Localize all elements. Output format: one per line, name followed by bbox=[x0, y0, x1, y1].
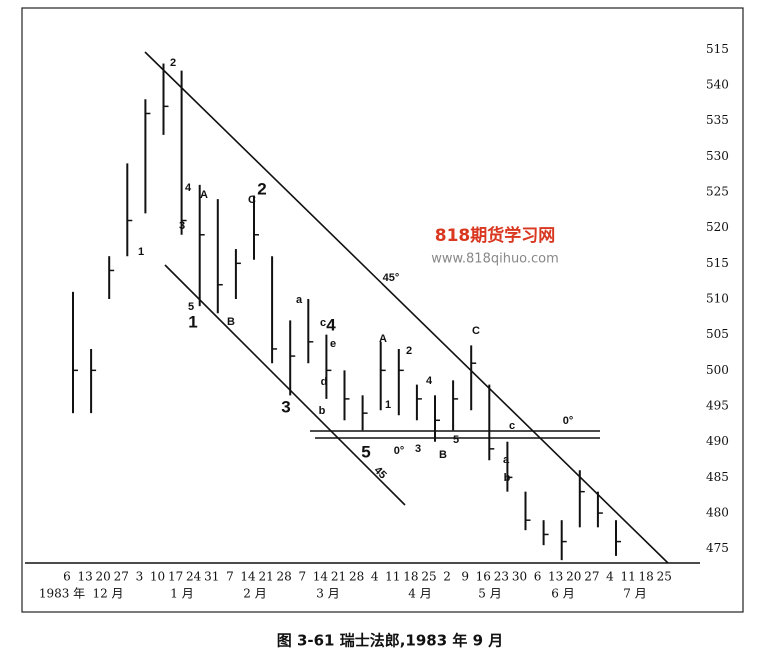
y-tick-label: 540 bbox=[706, 77, 729, 91]
x-tick-label: 31 bbox=[204, 570, 219, 584]
wave-label: 2 bbox=[406, 345, 412, 357]
wave-label: a bbox=[296, 294, 303, 306]
x-tick-label: 13 bbox=[77, 570, 92, 584]
x-tick-label: 27 bbox=[114, 570, 129, 584]
wave-label: c bbox=[320, 317, 326, 329]
x-tick-label: 20 bbox=[96, 570, 111, 584]
month-label: 2 月 bbox=[243, 587, 266, 601]
wave-label: C bbox=[248, 194, 256, 206]
wave-label: e bbox=[330, 338, 336, 350]
x-tick-label: 17 bbox=[168, 570, 183, 584]
wave-label: 4 bbox=[185, 182, 192, 194]
x-tick-label: 4 bbox=[606, 570, 614, 584]
month-label: 4 月 bbox=[408, 587, 431, 601]
wave-label: A bbox=[200, 189, 208, 201]
x-tick-label: 21 bbox=[258, 570, 273, 584]
x-tick-label: 2 bbox=[443, 570, 451, 584]
watermark: 818期货学习网 bbox=[435, 225, 556, 246]
wave-label: 1 bbox=[188, 312, 197, 331]
wave-label: 3 bbox=[415, 443, 421, 455]
y-tick-label: 480 bbox=[706, 506, 729, 520]
y-tick-label: 510 bbox=[706, 292, 729, 306]
wave-label: b bbox=[504, 472, 511, 484]
x-tick-label: 25 bbox=[657, 570, 672, 584]
x-tick-label: 28 bbox=[349, 570, 364, 584]
y-tick-label: 525 bbox=[706, 184, 729, 198]
month-label: 3 月 bbox=[316, 587, 339, 601]
wave-label: 5 bbox=[188, 301, 194, 313]
wave-label: 5 bbox=[361, 442, 370, 461]
y-tick-label: 490 bbox=[706, 434, 729, 448]
x-tick-label: 14 bbox=[313, 570, 329, 584]
wave-label: 2 bbox=[257, 179, 266, 198]
wave-label: c bbox=[509, 420, 515, 432]
year-label: 1983 年 bbox=[39, 587, 85, 601]
wave-label: 1 bbox=[385, 399, 391, 411]
wave-label: b bbox=[319, 405, 326, 417]
month-label: 7 月 bbox=[623, 587, 646, 601]
wave-label: 3 bbox=[179, 220, 185, 232]
x-tick-label: 14 bbox=[240, 570, 256, 584]
frame bbox=[21, 7, 744, 613]
wave-label: 0° bbox=[394, 445, 405, 457]
y-tick-label: 520 bbox=[706, 220, 729, 234]
x-tick-label: 20 bbox=[566, 570, 581, 584]
x-tick-label: 18 bbox=[403, 570, 418, 584]
trend-line bbox=[144, 51, 669, 564]
x-tick-label: 9 bbox=[461, 570, 469, 584]
wave-label: B bbox=[439, 449, 447, 461]
caption: 图 3-61 瑞士法郎,1983 年 9 月 bbox=[277, 632, 504, 650]
wave-label: 2 bbox=[170, 57, 176, 69]
x-tick-label: 13 bbox=[548, 570, 563, 584]
wave-label: B bbox=[227, 316, 235, 328]
x-tick-label: 16 bbox=[476, 570, 491, 584]
x-tick-label: 7 bbox=[226, 570, 234, 584]
month-label: 1 月 bbox=[170, 587, 193, 601]
wave-label: d bbox=[321, 376, 328, 388]
x-tick-label: 21 bbox=[331, 570, 346, 584]
x-tick-label: 23 bbox=[494, 570, 509, 584]
x-tick-label: 10 bbox=[150, 570, 165, 584]
month-label: 5 月 bbox=[478, 587, 501, 601]
month-label: 6 月 bbox=[551, 587, 574, 601]
x-tick-label: 6 bbox=[534, 570, 542, 584]
x-tick-label: 11 bbox=[385, 570, 400, 584]
wave-label: C bbox=[472, 325, 480, 337]
month-label: 12 月 bbox=[92, 587, 123, 601]
trend-line bbox=[164, 264, 406, 506]
x-tick-label: 27 bbox=[584, 570, 599, 584]
x-tick-label: 3 bbox=[136, 570, 144, 584]
x-tick-label: 25 bbox=[421, 570, 436, 584]
y-tick-label: 535 bbox=[706, 113, 729, 127]
x-tick-label: 24 bbox=[186, 570, 202, 584]
wave-label: 3 bbox=[281, 397, 290, 416]
y-tick-label: 505 bbox=[706, 327, 729, 341]
wave-label: 0° bbox=[563, 415, 574, 427]
y-tick-label: 515 bbox=[706, 256, 729, 270]
y-tick-label: 475 bbox=[706, 541, 729, 555]
watermark: www.818qihuo.com bbox=[431, 252, 559, 267]
x-tick-label: 11 bbox=[620, 570, 635, 584]
x-tick-label: 18 bbox=[639, 570, 654, 584]
y-tick-label: 485 bbox=[706, 470, 729, 484]
x-tick-label: 4 bbox=[371, 570, 379, 584]
wave-label: a bbox=[503, 454, 510, 466]
wave-label: 4 bbox=[426, 375, 433, 387]
y-tick-label: 515 bbox=[706, 42, 729, 56]
wave-label: 45 bbox=[371, 464, 388, 481]
wave-label: 45° bbox=[383, 272, 400, 284]
x-tick-label: 7 bbox=[298, 570, 306, 584]
x-tick-label: 28 bbox=[277, 570, 292, 584]
y-tick-label: 495 bbox=[706, 399, 729, 413]
wave-label: 5 bbox=[453, 434, 459, 446]
wave-label: A bbox=[379, 333, 387, 345]
x-tick-label: 30 bbox=[512, 570, 527, 584]
wave-label: 1 bbox=[138, 246, 144, 258]
y-tick-label: 500 bbox=[706, 363, 729, 377]
y-tick-label: 530 bbox=[706, 149, 729, 163]
x-tick-label: 6 bbox=[63, 570, 71, 584]
wave-label: 4 bbox=[326, 315, 336, 334]
